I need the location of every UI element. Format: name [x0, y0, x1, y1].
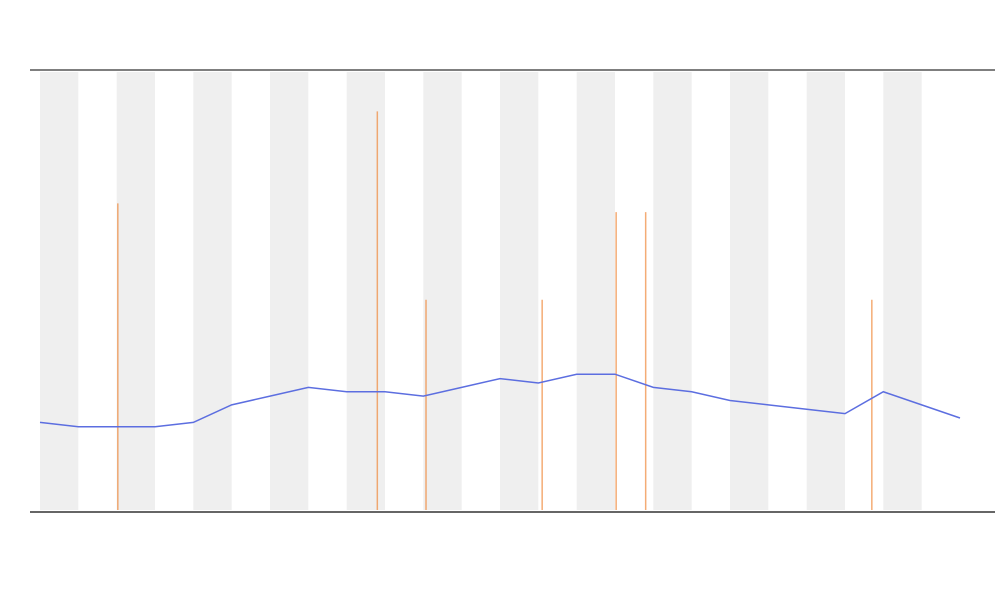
series-line — [39, 373, 961, 428]
band — [500, 72, 539, 510]
band — [806, 72, 845, 510]
bands — [40, 72, 922, 510]
band — [653, 72, 692, 510]
band — [270, 72, 309, 510]
band — [193, 72, 232, 510]
band — [576, 72, 615, 510]
marks — [39, 111, 961, 510]
band — [346, 72, 385, 510]
band — [40, 72, 79, 510]
band — [116, 72, 155, 510]
band — [423, 72, 462, 510]
band — [730, 72, 769, 510]
band — [883, 72, 922, 510]
